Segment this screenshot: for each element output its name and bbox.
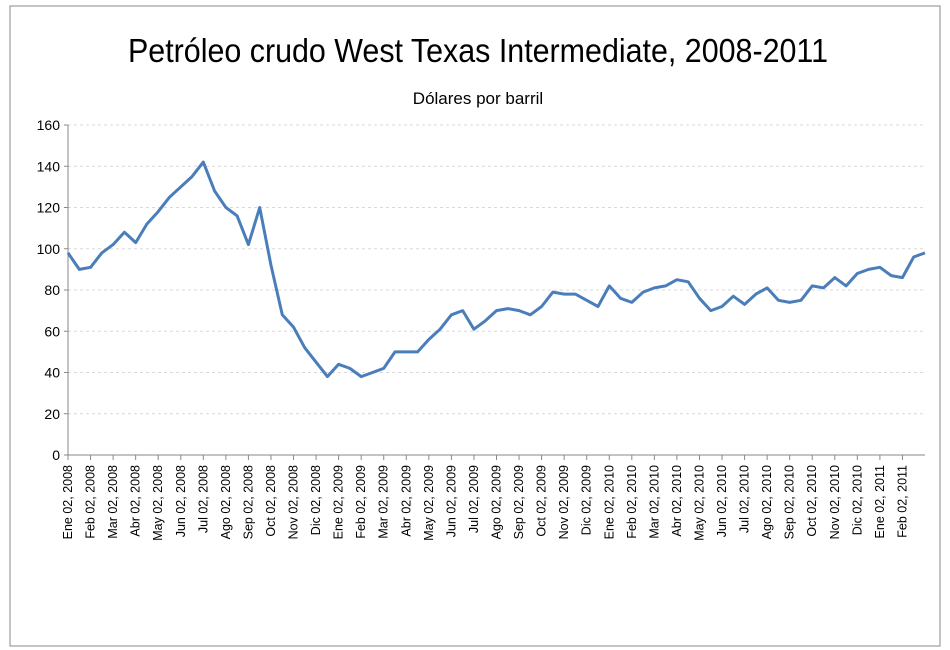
y-tick-label: 40 (44, 365, 60, 381)
x-tick-label: Ago 02, 2008 (219, 465, 233, 539)
chart-frame (9, 5, 941, 647)
x-tick-label: May 02, 2009 (422, 465, 436, 541)
x-tick-label: Jun 02, 2008 (174, 465, 188, 537)
x-tick-label: Nov 02, 2010 (828, 465, 842, 539)
chart-subtitle: Dólares por barril (413, 89, 543, 108)
x-tick-label: Feb 02, 2009 (354, 465, 368, 539)
x-tick-label: Nov 02, 2008 (287, 465, 301, 539)
x-tick-label: Ene 02, 2011 (873, 465, 887, 538)
x-tick-label: Dic 02, 2008 (309, 465, 323, 535)
x-tick-label: Sep 02, 2010 (783, 465, 797, 539)
y-tick-label: 0 (52, 447, 60, 463)
series-line (66, 160, 926, 379)
x-tick-label: May 02, 2008 (151, 465, 165, 541)
x-tick-label: Oct 02, 2008 (264, 465, 278, 537)
y-tick-label: 60 (44, 323, 60, 339)
x-tick-label: Feb 02, 2010 (625, 465, 639, 539)
x-tick-label: Sep 02, 2009 (512, 465, 526, 539)
x-tick-label: Jun 02, 2009 (444, 465, 458, 537)
x-tick-label: Ene 02, 2009 (332, 465, 346, 539)
x-tick-label: Abr 02, 2008 (129, 465, 143, 537)
x-tick-label: Ene 02, 2010 (602, 465, 616, 539)
x-tick-label: Sep 02, 2008 (241, 465, 255, 539)
x-tick-label: Jul 02, 2008 (196, 465, 210, 533)
x-tick-label: Abr 02, 2009 (399, 465, 413, 537)
x-tick-label: Mar 02, 2009 (377, 465, 391, 539)
x-tick-label: Abr 02, 2010 (670, 465, 684, 537)
x-tick-label: Jul 02, 2010 (738, 465, 752, 533)
y-tick-label: 100 (37, 241, 61, 257)
x-tick-label: Jul 02, 2009 (467, 465, 481, 533)
x-tick-label: Feb 02, 2008 (84, 465, 98, 539)
x-tick-label: Ago 02, 2009 (490, 465, 504, 539)
chart-title: Petróleo crudo West Texas Intermediate, … (128, 32, 828, 69)
y-tick-label: 120 (37, 200, 61, 216)
x-tick-label: Ene 02, 2008 (61, 465, 75, 539)
x-tick-label: Oct 02, 2010 (805, 465, 819, 537)
x-tick-label: Dic 02, 2010 (850, 465, 864, 535)
x-tick-label: Ago 02, 2010 (760, 465, 774, 539)
x-tick-label: Mar 02, 2008 (106, 465, 120, 539)
x-tick-label: Nov 02, 2009 (557, 465, 571, 539)
x-tick-label: Mar 02, 2010 (647, 465, 661, 539)
y-tick-label: 20 (44, 406, 60, 422)
y-tick-label: 140 (37, 158, 61, 174)
x-tick-label: Oct 02, 2009 (535, 465, 549, 537)
x-tick-label: Feb 02, 2011 (895, 465, 909, 538)
y-tick-label: 80 (44, 282, 60, 298)
x-tick-label: Jun 02, 2010 (715, 465, 729, 537)
y-tick-label: 160 (37, 117, 61, 133)
x-tick-label: Dic 02, 2009 (580, 465, 594, 535)
x-tick-label: May 02, 2010 (692, 465, 706, 541)
